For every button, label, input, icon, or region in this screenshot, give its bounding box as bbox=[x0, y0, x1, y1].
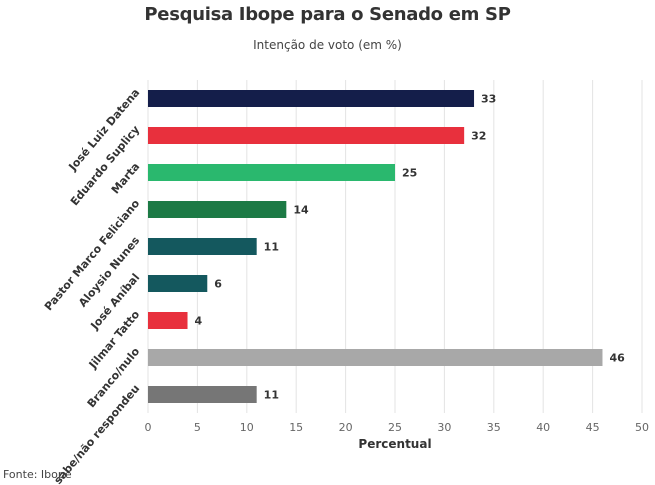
bar bbox=[148, 312, 188, 329]
x-tick-label: 30 bbox=[437, 421, 451, 434]
data-label: 11 bbox=[264, 389, 279, 402]
data-label: 6 bbox=[214, 278, 222, 291]
x-tick-label: 50 bbox=[635, 421, 649, 434]
data-label: 25 bbox=[402, 167, 417, 180]
data-label: 14 bbox=[293, 204, 309, 217]
chart-subtitle: Intenção de voto (em %) bbox=[253, 38, 402, 52]
bar bbox=[148, 90, 475, 107]
x-tick-label: 5 bbox=[194, 421, 201, 434]
data-label: 32 bbox=[471, 130, 486, 143]
x-tick-label: 10 bbox=[240, 421, 254, 434]
bar bbox=[148, 127, 465, 144]
bar bbox=[148, 164, 395, 181]
x-tick-label: 0 bbox=[145, 421, 152, 434]
x-tick-label: 15 bbox=[289, 421, 303, 434]
bar bbox=[148, 349, 603, 366]
data-label: 11 bbox=[264, 241, 279, 254]
x-tick-label: 45 bbox=[586, 421, 600, 434]
bar bbox=[148, 201, 287, 218]
data-label: 46 bbox=[609, 352, 625, 365]
source-note: Fonte: Ibope bbox=[3, 468, 72, 481]
chart-title: Pesquisa Ibope para o Senado em SP bbox=[144, 4, 511, 25]
bar bbox=[148, 238, 257, 255]
x-axis-label: Percentual bbox=[358, 437, 431, 451]
x-tick-label: 25 bbox=[388, 421, 402, 434]
x-tick-label: 20 bbox=[339, 421, 353, 434]
x-tick-label: 40 bbox=[536, 421, 550, 434]
bar bbox=[148, 386, 257, 403]
data-label: 33 bbox=[481, 93, 496, 106]
data-label: 4 bbox=[195, 315, 203, 328]
bar bbox=[148, 275, 208, 292]
x-tick-label: 35 bbox=[487, 421, 501, 434]
y-tick-label: Marta bbox=[109, 160, 142, 196]
